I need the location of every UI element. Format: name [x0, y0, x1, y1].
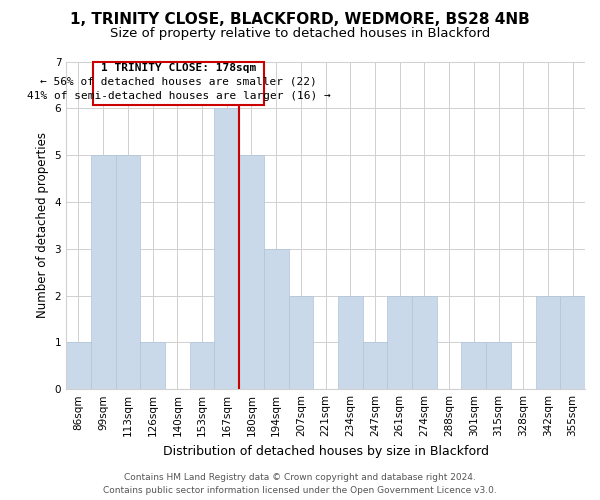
Bar [264, 248, 289, 389]
Bar [91, 155, 116, 389]
Text: 1 TRINITY CLOSE: 178sqm: 1 TRINITY CLOSE: 178sqm [101, 64, 256, 74]
Bar [362, 342, 388, 389]
Text: ← 56% of detached houses are smaller (22): ← 56% of detached houses are smaller (22… [40, 77, 317, 87]
Bar [388, 296, 412, 389]
FancyBboxPatch shape [94, 62, 264, 105]
Bar [140, 342, 165, 389]
Bar [116, 155, 140, 389]
Bar [486, 342, 511, 389]
Bar [239, 155, 264, 389]
Bar [536, 296, 560, 389]
Bar [190, 342, 214, 389]
Bar [66, 342, 91, 389]
Text: Contains HM Land Registry data © Crown copyright and database right 2024.
Contai: Contains HM Land Registry data © Crown c… [103, 474, 497, 495]
Y-axis label: Number of detached properties: Number of detached properties [36, 132, 49, 318]
Bar [412, 296, 437, 389]
Text: Size of property relative to detached houses in Blackford: Size of property relative to detached ho… [110, 28, 490, 40]
Text: 1, TRINITY CLOSE, BLACKFORD, WEDMORE, BS28 4NB: 1, TRINITY CLOSE, BLACKFORD, WEDMORE, BS… [70, 12, 530, 28]
Bar [338, 296, 362, 389]
Bar [214, 108, 239, 389]
Bar [560, 296, 585, 389]
Bar [289, 296, 313, 389]
X-axis label: Distribution of detached houses by size in Blackford: Distribution of detached houses by size … [163, 444, 488, 458]
Text: 41% of semi-detached houses are larger (16) →: 41% of semi-detached houses are larger (… [26, 90, 331, 101]
Bar [461, 342, 486, 389]
